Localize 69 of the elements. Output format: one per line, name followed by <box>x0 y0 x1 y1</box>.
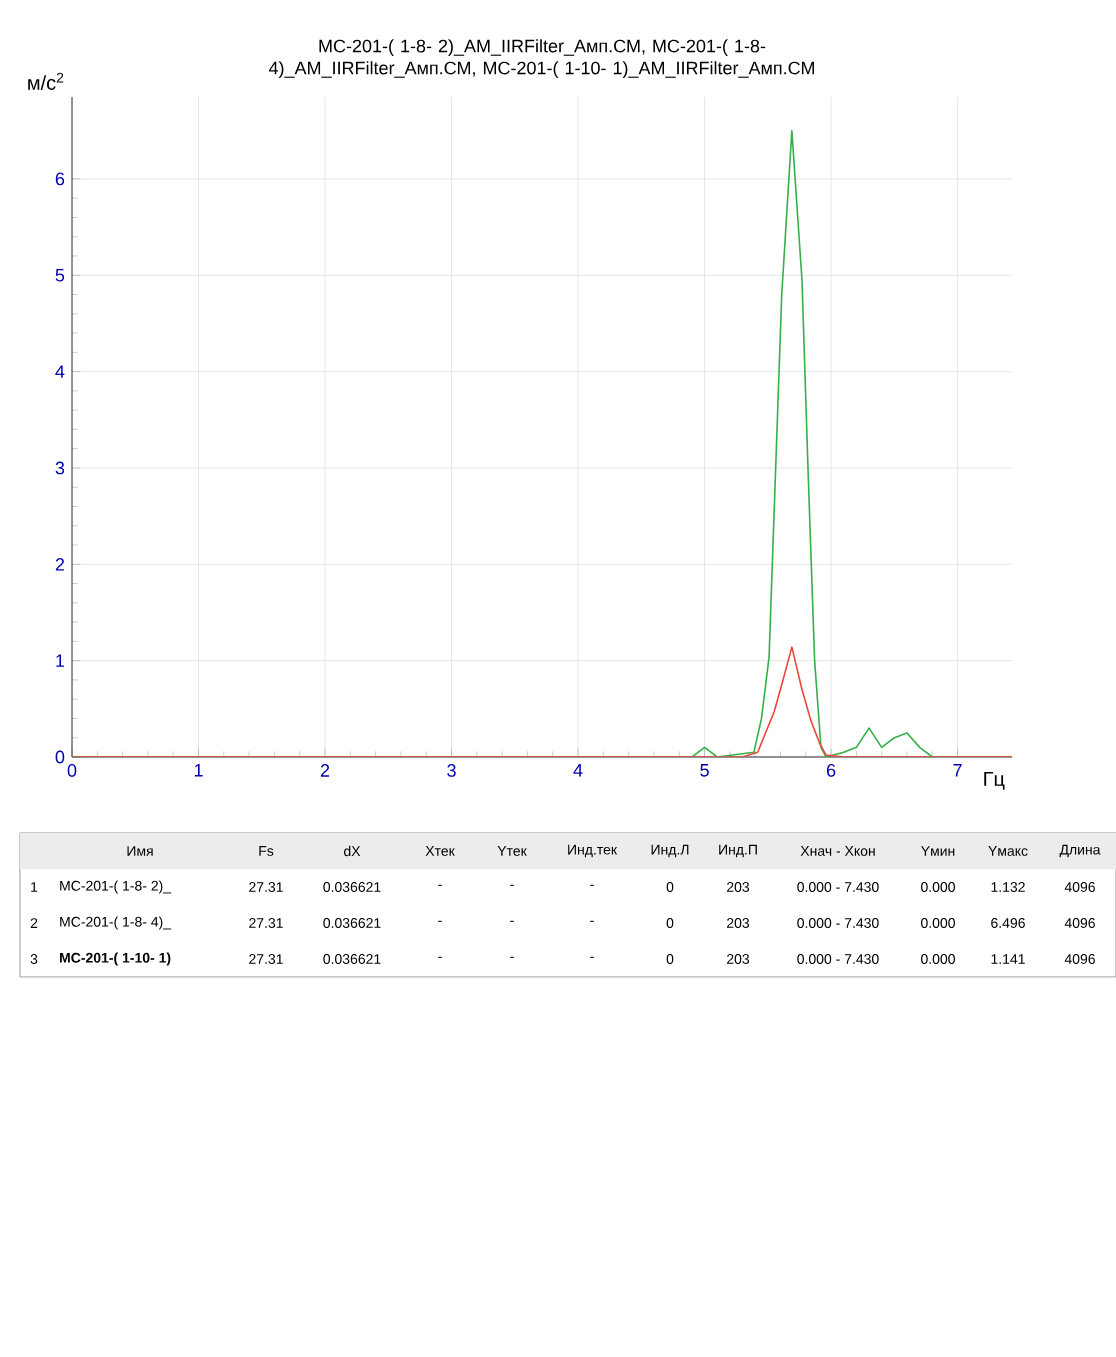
text: 0.000 <box>920 882 955 892</box>
text: 6.496 <box>991 918 1025 928</box>
y-tick-label: 3 <box>55 461 64 475</box>
text: МС-201-( 1-8- 4)_ <box>60 916 172 930</box>
y-tick-label: 4 <box>55 365 65 378</box>
text: 4096 <box>1064 882 1095 892</box>
text: - <box>510 884 514 886</box>
text: Длина <box>1059 844 1101 858</box>
x-tick-label: 4 <box>573 764 583 777</box>
text: Xтек <box>425 846 455 856</box>
x-tick-label: 5 <box>700 764 709 777</box>
text: 0.000 <box>920 918 955 928</box>
text: - <box>438 884 442 886</box>
text: МС-201-( 1-8- 2)_ <box>60 880 172 894</box>
text: 27.31 <box>248 954 283 964</box>
text: МС-201-( 1-10- 1) <box>59 952 171 966</box>
y-tick-label: 6 <box>55 172 64 186</box>
text: 203 <box>726 918 749 928</box>
text: 2 <box>30 918 38 928</box>
text: Xнач - Xкон <box>800 846 875 856</box>
text: Инд.Л <box>651 844 689 858</box>
y-tick-label: 1 <box>56 654 64 667</box>
text: 0.000 - 7.430 <box>797 882 879 892</box>
text: 0.036621 <box>323 882 381 892</box>
text: - <box>590 884 594 886</box>
text: 0.036621 <box>323 954 381 964</box>
text: Инд.П <box>719 844 757 858</box>
text: 27.31 <box>248 882 283 892</box>
text: 1.132 <box>991 882 1025 892</box>
x-tick-label: 7 <box>953 764 962 777</box>
text: Yтек <box>497 846 527 856</box>
text: Инд.тек <box>567 844 617 858</box>
text: 27.31 <box>248 918 283 928</box>
text: Fs <box>259 846 274 856</box>
y-axis-title: м/с$^{2}$ <box>28 72 64 90</box>
x-tick-label: 2 <box>320 764 329 777</box>
x-tick-label: 3 <box>447 764 456 777</box>
text: 0.000 - 7.430 <box>797 918 879 928</box>
text: 0.000 - 7.430 <box>797 954 879 964</box>
text: 3 <box>30 954 38 964</box>
text: 0 <box>666 918 674 928</box>
y-tick-label: 5 <box>55 268 64 282</box>
text: - <box>438 920 442 922</box>
text: 0 <box>666 882 674 892</box>
text: - <box>590 956 594 958</box>
chart-title: МС-201-( 1-8- 2)_AM_IIRFilter_Амп.СМ, МС-201-( 1-8- 4)_AM_IIRFilter_Амп.СМ, МС-201-( 1-10- 1)_AM_IIRFilter_Амп.СМ <box>268 39 814 78</box>
text: 1 <box>30 882 38 892</box>
text: 1.141 <box>991 954 1025 964</box>
text: Yмакс <box>988 846 1028 856</box>
x-axis-title: Гц <box>984 772 1005 790</box>
text: 0.000 <box>920 954 955 964</box>
y-tick-label: 0 <box>55 750 65 764</box>
text: 0 <box>666 954 674 964</box>
x-tick-label: 6 <box>826 764 836 777</box>
text: 4096 <box>1064 918 1095 928</box>
text: 0.036621 <box>323 918 381 928</box>
text: - <box>438 956 442 958</box>
text: Yмин <box>920 846 955 856</box>
text: - <box>510 920 514 922</box>
text: - <box>510 956 514 958</box>
x-tick-label: 0 <box>67 764 77 777</box>
text: 203 <box>726 882 749 892</box>
text: 4096 <box>1064 954 1095 964</box>
text: Имя <box>127 846 153 856</box>
y-tick-label: 2 <box>55 558 64 571</box>
x-tick-label: 1 <box>194 764 203 777</box>
text: 203 <box>726 954 749 964</box>
text: - <box>590 920 594 922</box>
text: dX <box>343 845 361 857</box>
